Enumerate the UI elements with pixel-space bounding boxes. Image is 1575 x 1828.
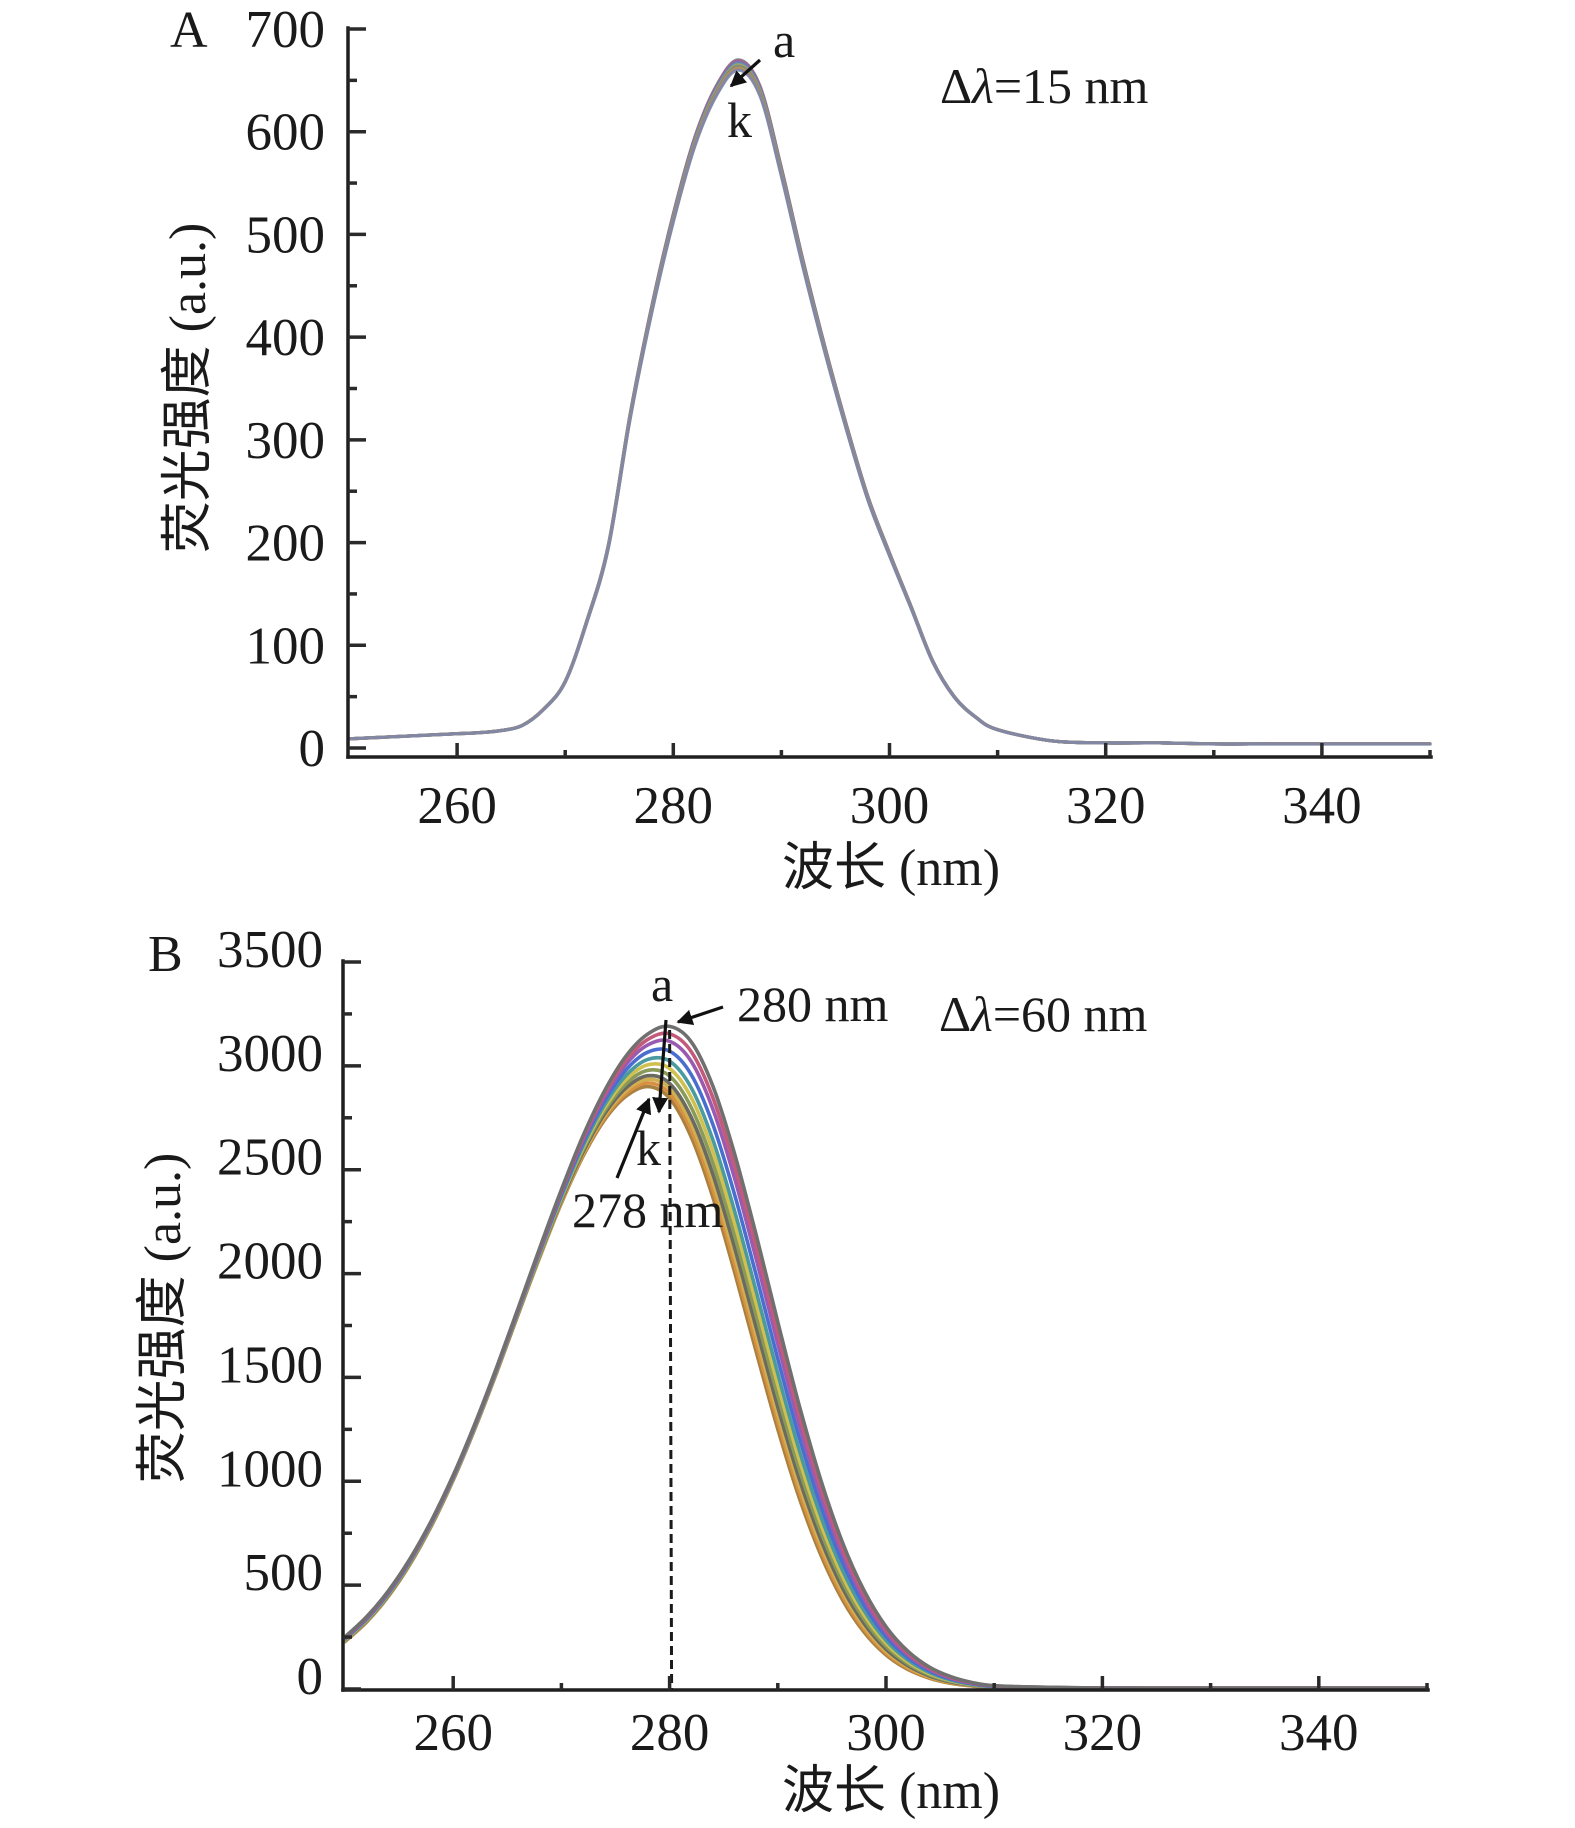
panel-b-y-tick-label: 3000 [217, 1025, 323, 1083]
panel-b-plot-area: 0 500 1000 1500 2000 2500 3000 3500 260 280 300 320… [217, 921, 1430, 1762]
panel-b-curve-g [343, 1067, 1429, 1691]
panel-a-y-tick-label: 600 [246, 104, 326, 162]
panel-a-curve-a [347, 58, 1432, 746]
panel-a-y-tick-label: 100 [246, 617, 326, 675]
panel-b-curve-k-label: k [636, 1120, 661, 1176]
panel-b-y-tick-label: 500 [244, 1544, 324, 1602]
panel-a-curve-i [347, 66, 1432, 746]
panel-b-y-tick-label: 0 [297, 1648, 324, 1706]
panel-b-peak-280-arrow [676, 1005, 724, 1026]
panel-b-delta-lambda-label: Δλ=60 nm [939, 986, 1148, 1042]
panel-b-x-tick-label: 320 [1063, 1704, 1143, 1762]
panel-b-y-tick-label: 2500 [217, 1129, 323, 1187]
panel-b-y-tick-label: 2000 [217, 1233, 323, 1291]
panel-a-curve-h [347, 65, 1432, 746]
panel-a-x-tick-label: 260 [417, 777, 497, 835]
panel-a-label: A [170, 2, 208, 59]
panel-b-curve-b [343, 1031, 1429, 1691]
panel-b-peak-278-label: 278 nm [572, 1182, 724, 1238]
panel-a-x-tick-label: 300 [850, 777, 930, 835]
panel-a-curves [347, 58, 1432, 746]
panel-b-y-tick-label: 1000 [217, 1440, 323, 1498]
panel-a-y-tick-label: 200 [246, 515, 326, 573]
panel-b-curve-c [343, 1038, 1429, 1691]
panel-b-peak-280-label: 280 nm [737, 976, 889, 1032]
panel-a-plot-area: 0 100 200 300 400 500 600 700 260 280 300 320 340 [246, 1, 1433, 835]
panel-a-curve-a-label: a [773, 12, 795, 68]
panel-b-peak-278-arrow [615, 1097, 652, 1179]
panel-b-chart: B 0 500 1000 1500 2000 2500 3000 3500 260 280 300 3… [135, 921, 1430, 1820]
panel-a-curve-b [347, 59, 1432, 746]
panel-b-curve-f [343, 1061, 1429, 1691]
panel-b-x-tick-label: 260 [413, 1704, 493, 1762]
panel-a-x-tick-label: 280 [634, 777, 714, 835]
panel-b-y-tick-label: 3500 [217, 921, 323, 979]
panel-b-reference-line-280nm [668, 1029, 674, 1691]
panel-b-curve-i [343, 1077, 1429, 1691]
panel-b-x-axis-title: 波长 (nm) [782, 1763, 1000, 1820]
panel-b-curve-d [343, 1047, 1429, 1691]
panel-b-curve-h [343, 1073, 1429, 1691]
panel-a-a-to-k-arrow [729, 58, 762, 88]
panel-b-x-tick-label: 300 [846, 1704, 926, 1762]
panel-a-x-tick-label: 340 [1282, 777, 1362, 835]
panel-a-curve-j [347, 67, 1432, 746]
panel-a-x-tick-label: 320 [1066, 777, 1146, 835]
panel-b-x-tick-label: 340 [1279, 1704, 1359, 1762]
panel-a-y-tick-label: 0 [299, 720, 326, 778]
panel-a-delta-lambda-label: Δλ=15 nm [940, 58, 1149, 114]
panel-a-curve-k-label: k [727, 92, 752, 148]
panel-b-curves [343, 1024, 1429, 1691]
panel-b-y-tick-label: 1500 [217, 1336, 323, 1394]
panel-a-curve-f [347, 63, 1432, 746]
panel-a-curve-g [347, 64, 1432, 746]
panel-a-y-tick-label: 700 [246, 1, 326, 59]
panel-a-curve-k [347, 68, 1432, 746]
panel-a-y-tick-label: 300 [246, 412, 326, 470]
panel-b-curve-e [343, 1055, 1429, 1691]
panel-a-x-axis-title: 波长 (nm) [782, 840, 1000, 897]
panel-a-curve-c [347, 60, 1432, 746]
panel-b-a-to-k-arrow [652, 1019, 669, 1114]
panel-b-y-axis-title: 荧光强度 (a.u.) [135, 1153, 192, 1484]
panel-a-y-tick-label: 400 [246, 309, 326, 367]
panel-a-curve-e [347, 62, 1432, 746]
panel-a-y-tick-label: 500 [246, 206, 326, 264]
panel-b-curve-a-label: a [651, 956, 673, 1012]
panel-a-y-axis-title: 荧光强度 (a.u.) [160, 223, 217, 554]
panel-b-curve-j [343, 1081, 1429, 1691]
panel-b-curve-k [343, 1084, 1429, 1691]
panel-b-x-tick-label: 280 [630, 1704, 710, 1762]
panel-b-curve-a [343, 1024, 1429, 1691]
panel-a-curve-d [347, 61, 1432, 746]
panel-b-label: B [148, 926, 183, 983]
